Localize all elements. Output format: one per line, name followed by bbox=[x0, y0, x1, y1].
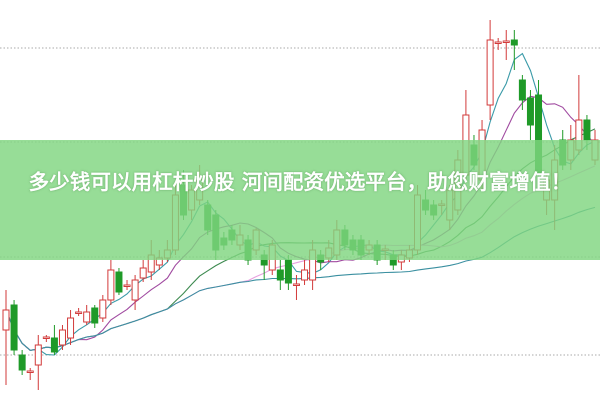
candle-body bbox=[34, 344, 42, 366]
candle-body bbox=[91, 307, 99, 324]
candle-body bbox=[502, 40, 510, 43]
candle-body bbox=[301, 269, 309, 281]
candle-body bbox=[75, 311, 83, 314]
candle-body bbox=[276, 269, 284, 281]
candle-body bbox=[486, 39, 494, 106]
candle-body bbox=[107, 269, 115, 301]
candle-body bbox=[518, 79, 526, 101]
banner-text: 多少钱可以用杠杆炒股 河间配资优选平台，助您财富增值！ bbox=[28, 170, 572, 194]
candle-body bbox=[42, 336, 50, 339]
candle-body bbox=[83, 311, 91, 323]
candle-body bbox=[510, 39, 518, 46]
candle-body bbox=[99, 299, 107, 319]
candle-body bbox=[131, 279, 139, 301]
candle-body bbox=[67, 317, 75, 339]
candle-body bbox=[292, 283, 300, 286]
candle-body bbox=[284, 259, 292, 284]
candle-body bbox=[494, 41, 502, 44]
candle-body bbox=[18, 354, 26, 371]
candle-body bbox=[139, 267, 147, 279]
candle-body bbox=[526, 97, 534, 126]
ad-banner[interactable]: 多少钱可以用杠杆炒股 河间配资优选平台，助您财富增值！ bbox=[0, 140, 600, 260]
candle-body bbox=[10, 304, 18, 351]
candle-body bbox=[26, 370, 34, 373]
candle-body bbox=[123, 284, 131, 287]
candle-body bbox=[58, 329, 66, 346]
candle-body bbox=[115, 271, 123, 293]
candle-body bbox=[583, 119, 591, 141]
candle-body bbox=[2, 309, 10, 331]
candle-body bbox=[50, 337, 58, 353]
